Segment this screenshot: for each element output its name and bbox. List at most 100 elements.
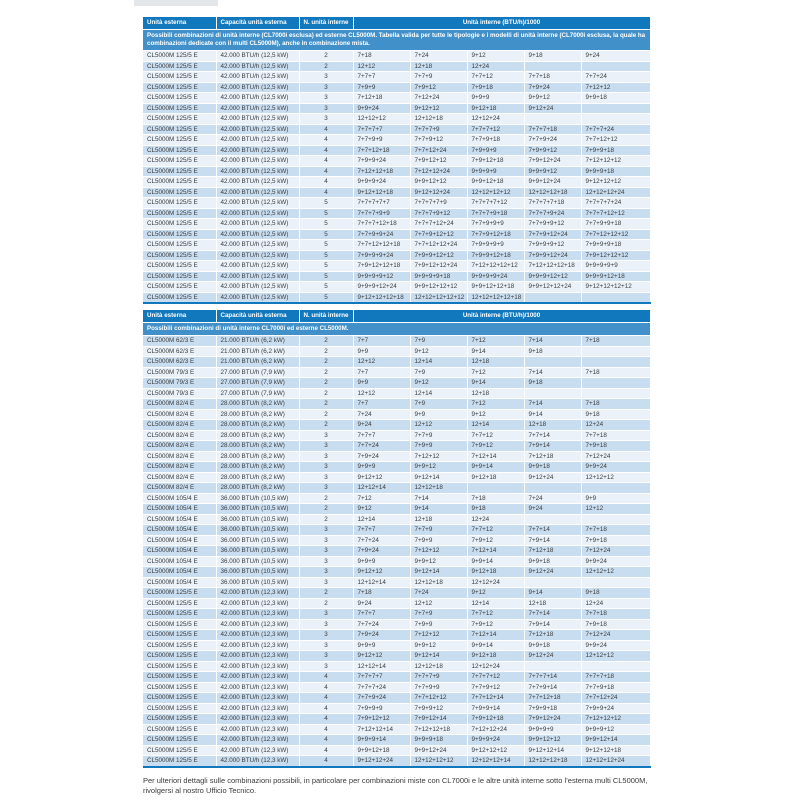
cell-combination: 7+24: [410, 587, 468, 599]
cell-combination: 7+14: [524, 335, 582, 347]
cell-combination: 12+12+12+12: [467, 187, 525, 199]
cell-combination: 9+9+18: [581, 92, 651, 104]
cell-combination: [524, 61, 582, 73]
cell-combination: 7+12+14: [467, 451, 525, 462]
cell-combination: 9+9+12: [410, 556, 468, 567]
cell-n-internal: 5: [299, 229, 354, 241]
cell-combination: 7+24: [524, 493, 582, 504]
cell-combination: 7+12+12+12+18: [524, 260, 582, 272]
cell-combination: 7+7+7+9+12: [410, 208, 468, 220]
cell-external-unit: CL5000M 125/5 E: [143, 218, 217, 230]
cell-capacity: 42.000 BTU/h (12,5 kW): [216, 113, 300, 125]
cell-combination: 9+12+24: [524, 650, 582, 662]
cell-combination: 7+9+12+12: [410, 155, 468, 167]
table-note-row: Possibili combinazioni di unità interne …: [143, 322, 650, 337]
cell-capacity: 42.000 BTU/h (12,3 kW): [216, 671, 300, 683]
cell-capacity: 21.000 BTU/h (6,2 kW): [216, 356, 300, 368]
cell-combination: 7+12+12+12+12: [467, 260, 525, 272]
cell-capacity: 42.000 BTU/h (12,5 kW): [216, 292, 300, 304]
cell-combination: 7+9+9+9+18: [581, 239, 651, 251]
cell-external-unit: CL5000M 125/5 E: [143, 745, 217, 756]
cell-combination: 12+12: [581, 503, 651, 515]
cell-external-unit: CL5000M 125/5 E: [143, 103, 217, 115]
cell-n-internal: 3: [299, 577, 354, 588]
cell-combination: 12+12+12+24: [581, 755, 651, 768]
cell-n-internal: 3: [299, 629, 354, 641]
cell-combination: 7+7+7: [353, 430, 411, 441]
cell-combination: 7+7+9+18: [581, 682, 651, 693]
cell-combination: 12+12+12+12: [410, 755, 468, 768]
cell-combination: 7+9+12+14: [410, 713, 468, 725]
cell-combination: 7+7+7+9: [410, 671, 468, 683]
table-row: CL5000M 125/5 E 42.000 BTU/h (12,5 kW) 3 12…: [143, 113, 651, 125]
cell-combination: [581, 514, 651, 525]
cell-combination: 7+9+9+24: [581, 703, 651, 714]
cell-combination: 7+7+7+7+24: [581, 197, 651, 209]
cell-capacity: 42.000 BTU/h (12,5 kW): [216, 208, 300, 220]
cell-combination: 9+9+12: [410, 640, 468, 651]
cell-combination: 7+12+12+24: [410, 166, 468, 178]
cell-combination: 9+12+12+18: [353, 187, 411, 199]
cell-combination: 9+18: [524, 377, 582, 389]
cell-combination: 9+9+9+12+12: [524, 271, 582, 283]
cell-combination: [524, 292, 582, 304]
table-row: CL5000M 125/5 E 42.000 BTU/h (12,5 kW) 2 7+…: [143, 50, 651, 62]
cell-combination: 12+24: [467, 514, 525, 525]
cell-n-internal: 2: [299, 356, 354, 368]
cell-combination: 12+12+12+18: [524, 755, 582, 768]
cell-combination: 7+12+24: [581, 629, 651, 641]
cell-external-unit: CL5000M 105/4 E: [143, 535, 217, 546]
cell-combination: 7+9+18: [467, 82, 525, 94]
cell-combination: 9+12: [467, 587, 525, 599]
cell-combination: 7+12: [467, 367, 525, 378]
table-row: CL5000M 82/4 E 28.000 BTU/h (8,2 kW) 3 9+12…: [143, 472, 651, 483]
cell-external-unit: CL5000M 125/5 E: [143, 260, 217, 272]
cell-capacity: 42.000 BTU/h (12,3 kW): [216, 745, 300, 756]
cell-combination: 12+24: [581, 598, 651, 609]
cell-capacity: 42.000 BTU/h (12,3 kW): [216, 661, 300, 672]
table-row: CL5000M 62/3 E 21.000 BTU/h (6,2 kW) 2 7+7 7…: [143, 335, 651, 347]
header-capacity: Capacità unità esterna: [216, 17, 300, 30]
cell-combination: 9+9+9+14: [353, 734, 411, 746]
cell-external-unit: CL5000M 125/5 E: [143, 239, 217, 251]
cell-external-unit: CL5000M 125/5 E: [143, 587, 217, 599]
cell-capacity: 28.000 BTU/h (8,2 kW): [216, 472, 300, 483]
cell-combination: 7+18: [581, 335, 651, 347]
cell-combination: 9+9+12: [524, 92, 582, 104]
cell-combination: 9+18: [524, 50, 582, 62]
cell-combination: 7+9+12+12+18: [353, 260, 411, 272]
cell-combination: 9+18: [524, 346, 582, 357]
cell-combination: 7+7+7+7+12: [467, 197, 525, 209]
cell-external-unit: CL5000M 125/5 E: [143, 208, 217, 220]
cell-combination: [524, 388, 582, 399]
table-row: CL5000M 125/5 E 42.000 BTU/h (12,5 kW) 3 9+…: [143, 103, 651, 115]
cell-n-internal: 2: [299, 377, 354, 389]
cell-n-internal: 5: [299, 281, 354, 293]
cell-combination: 9+9+12+12+12: [410, 281, 468, 293]
cell-combination: 9+12+12+14: [524, 745, 582, 756]
cell-combination: 7+7+9+12: [410, 134, 468, 146]
cell-combination: 12+24: [581, 419, 651, 431]
cell-combination: 12+14: [467, 598, 525, 609]
cell-n-internal: 4: [299, 703, 354, 714]
cell-combination: 9+9+14: [467, 640, 525, 651]
cell-combination: 7+14: [410, 493, 468, 504]
cell-combination: 9+9+12+12: [524, 734, 582, 746]
cell-combination: 9+18: [467, 503, 525, 515]
cell-external-unit: CL5000M 125/5 E: [143, 608, 217, 620]
cell-combination: 7+12+12+14: [353, 724, 411, 735]
cell-combination: 7+12+12: [410, 451, 468, 462]
cell-combination: [581, 103, 651, 115]
table-row: CL5000M 125/5 E 42.000 BTU/h (12,3 kW) 4 7+…: [143, 682, 651, 693]
table-row: CL5000M 82/4 E 28.000 BTU/h (8,2 kW) 3 7+9+…: [143, 451, 651, 462]
cell-combination: 7+9+12: [467, 619, 525, 630]
cell-n-internal: 4: [299, 145, 354, 157]
cell-combination: 7+7+7+7: [353, 124, 411, 136]
cell-combination: 7+7+12+18: [524, 692, 582, 704]
cell-combination: 7+7+18: [524, 71, 582, 83]
cell-combination: 12+12+12: [581, 566, 651, 578]
cell-n-internal: 3: [299, 640, 354, 651]
table-row: CL5000M 125/5 E 42.000 BTU/h (12,5 kW) 4 7+…: [143, 155, 651, 167]
table-row: CL5000M 125/5 E 42.000 BTU/h (12,5 kW) 3 7+…: [143, 92, 651, 104]
cell-combination: 7+7+12+14: [467, 692, 525, 704]
